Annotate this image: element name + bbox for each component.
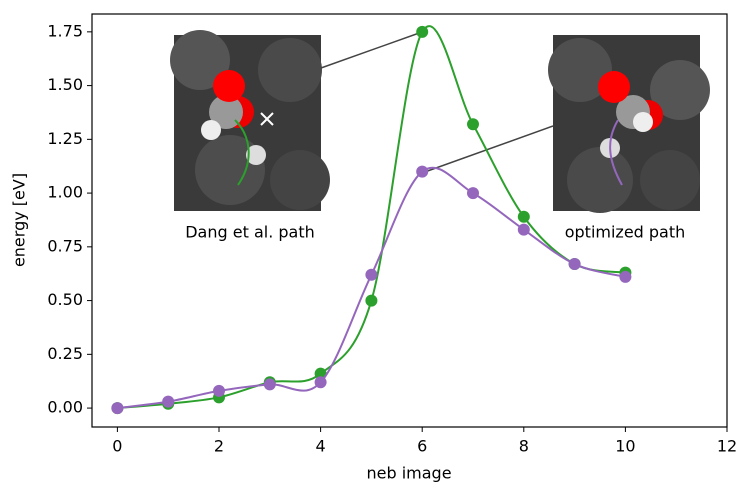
x-tick-label: 6 [417, 437, 427, 456]
annotation: Dang et al. path [185, 223, 315, 242]
y-tick-label: 1.25 [47, 129, 83, 148]
x-tick-label: 12 [717, 437, 737, 456]
data-point [416, 166, 428, 178]
x-tick-label: 10 [615, 437, 635, 456]
data-point [569, 258, 581, 270]
x-tick-label: 0 [112, 437, 122, 456]
y-axis-label: energy [eV] [10, 173, 29, 267]
y-tick-label: 1.75 [47, 21, 83, 40]
connector [321, 32, 422, 68]
data-point [111, 402, 123, 414]
data-point [518, 211, 530, 223]
data-point [518, 224, 530, 236]
data-point [467, 118, 479, 130]
x-axis-label: neb image [366, 464, 451, 483]
y-tick-label: 0.75 [47, 236, 83, 255]
data-point [264, 378, 276, 390]
x-tick-label: 2 [214, 437, 224, 456]
data-point [416, 26, 428, 38]
y-tick-label: 0.50 [47, 290, 83, 309]
x-tick-label: 4 [316, 437, 326, 456]
y-tick-label: 0.25 [47, 344, 83, 363]
data-point [467, 187, 479, 199]
inset-right [548, 35, 710, 213]
y-tick-label: 1.50 [47, 75, 83, 94]
annotation: optimized path [565, 223, 686, 242]
data-point [619, 271, 631, 283]
data-point [213, 385, 225, 397]
y-tick-label: 0.00 [47, 398, 83, 417]
y-tick-label: 1.00 [47, 183, 83, 202]
data-point [365, 295, 377, 307]
x-tick-label: 8 [519, 437, 529, 456]
chart: Dang et al. path optimized path neb imag… [0, 0, 739, 483]
data-point [315, 376, 327, 388]
connector [422, 126, 553, 173]
data-point [365, 269, 377, 281]
inset-left [170, 30, 330, 211]
data-point [162, 396, 174, 408]
